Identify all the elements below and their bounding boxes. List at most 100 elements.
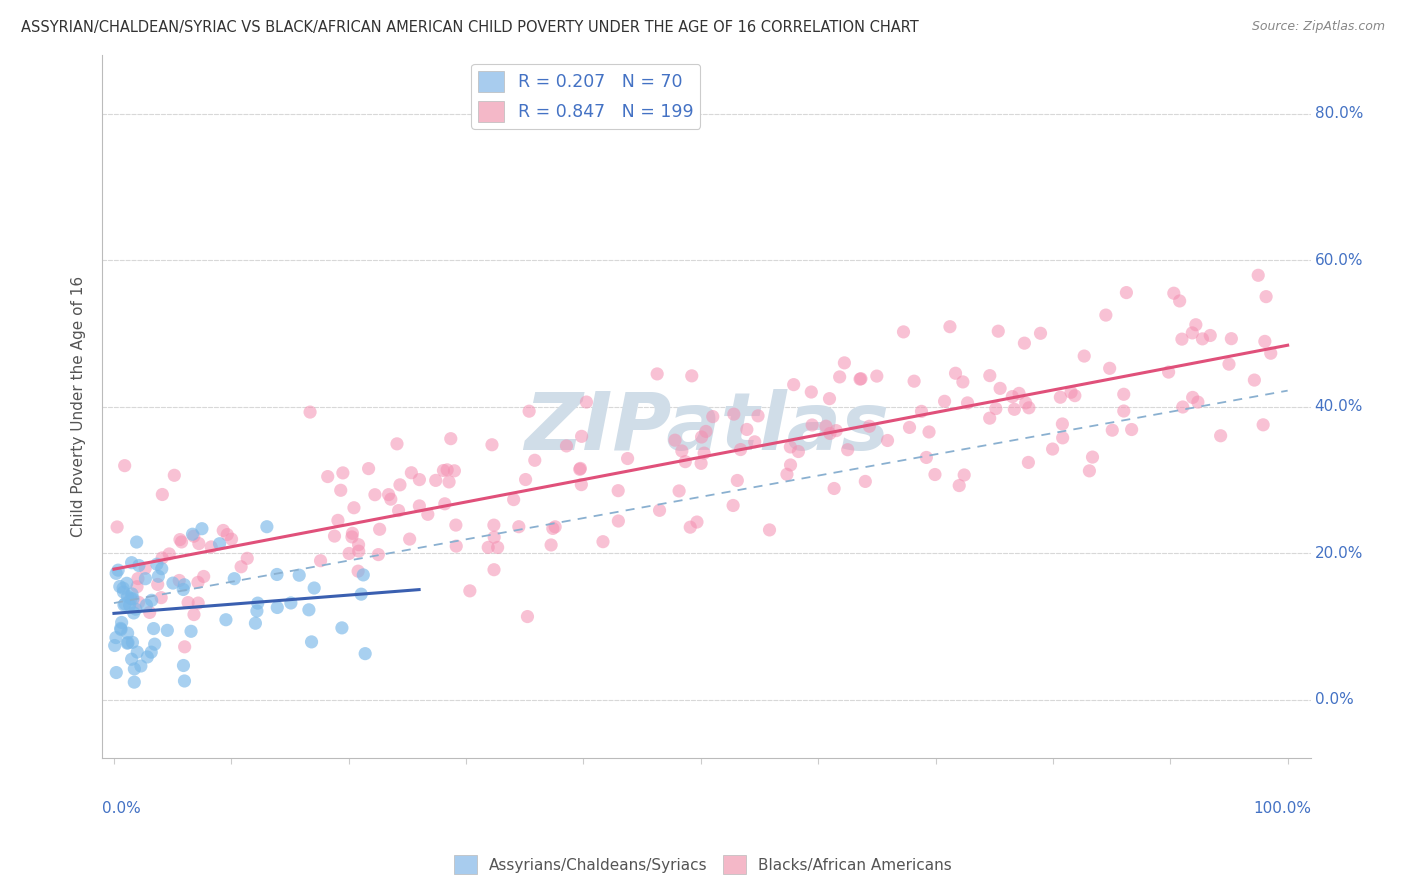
Point <box>444 539 467 553</box>
Point <box>141 645 163 659</box>
Point <box>127 645 149 659</box>
Point <box>150 562 173 576</box>
Point <box>112 581 135 595</box>
Point <box>212 524 235 538</box>
Point <box>690 430 713 444</box>
Point <box>866 369 889 384</box>
Point <box>266 567 288 582</box>
Point <box>138 606 160 620</box>
Point <box>162 576 184 591</box>
Point <box>681 368 703 383</box>
Point <box>502 492 524 507</box>
Text: 40.0%: 40.0% <box>1315 400 1362 414</box>
Point <box>122 591 145 606</box>
Point <box>1015 396 1038 410</box>
Point <box>540 538 562 552</box>
Point <box>1078 464 1101 478</box>
Point <box>112 598 135 612</box>
Point <box>723 407 745 421</box>
Point <box>1042 442 1064 456</box>
Point <box>876 434 898 448</box>
Point <box>114 458 136 473</box>
Point <box>266 600 288 615</box>
Legend: R = 0.207   N = 70, R = 0.847   N = 199: R = 0.207 N = 70, R = 0.847 N = 199 <box>471 64 700 128</box>
Point <box>939 319 962 334</box>
Point <box>1112 404 1135 418</box>
Point <box>120 591 142 606</box>
Point <box>1254 334 1277 349</box>
Point <box>143 637 166 651</box>
Point <box>302 581 325 595</box>
Point <box>988 381 1011 395</box>
Point <box>668 483 690 498</box>
Point <box>523 453 546 467</box>
Point <box>146 558 169 572</box>
Point <box>150 550 173 565</box>
Point <box>110 621 132 635</box>
Point <box>104 639 127 653</box>
Point <box>191 522 214 536</box>
Point <box>121 635 143 649</box>
Point <box>172 582 194 597</box>
Point <box>128 558 150 573</box>
Point <box>924 467 946 482</box>
Point <box>115 576 138 591</box>
Text: 0.0%: 0.0% <box>1315 692 1354 707</box>
Point <box>555 439 578 453</box>
Point <box>150 487 173 501</box>
Point <box>141 593 163 607</box>
Point <box>744 434 766 449</box>
Point <box>776 467 799 482</box>
Point <box>987 324 1010 338</box>
Point <box>1008 386 1031 401</box>
Point <box>148 569 170 583</box>
Point <box>134 572 156 586</box>
Point <box>1095 308 1118 322</box>
Text: 60.0%: 60.0% <box>1315 252 1364 268</box>
Point <box>1168 293 1191 308</box>
Point <box>721 499 744 513</box>
Point <box>440 432 463 446</box>
Point <box>575 395 598 409</box>
Point <box>330 621 353 635</box>
Point <box>193 569 215 583</box>
Point <box>347 564 370 578</box>
Point <box>1220 332 1243 346</box>
Point <box>695 425 717 439</box>
Text: Source: ZipAtlas.com: Source: ZipAtlas.com <box>1251 20 1385 33</box>
Point <box>1001 390 1024 404</box>
Point <box>690 456 713 470</box>
Point <box>433 497 456 511</box>
Point <box>110 623 132 637</box>
Point <box>437 475 460 489</box>
Point <box>849 372 872 386</box>
Point <box>1171 400 1194 414</box>
Point <box>118 599 141 613</box>
Text: 80.0%: 80.0% <box>1315 106 1362 121</box>
Point <box>347 544 370 558</box>
Point <box>236 551 259 566</box>
Point <box>1017 455 1039 469</box>
Point <box>122 606 145 620</box>
Point <box>508 519 530 533</box>
Point <box>128 595 150 609</box>
Point <box>979 368 1001 383</box>
Point <box>1260 346 1282 360</box>
Point <box>903 374 925 388</box>
Point <box>758 523 780 537</box>
Point <box>1115 285 1137 300</box>
Point <box>245 616 267 631</box>
Point <box>787 444 810 458</box>
Point <box>568 462 591 476</box>
Point <box>181 527 204 541</box>
Point <box>104 631 127 645</box>
Point <box>645 367 668 381</box>
Point <box>607 514 630 528</box>
Point <box>679 520 702 534</box>
Y-axis label: Child Poverty Under the Age of 16: Child Poverty Under the Age of 16 <box>72 277 86 537</box>
Point <box>173 578 195 592</box>
Point <box>779 440 801 454</box>
Point <box>408 499 430 513</box>
Point <box>332 466 354 480</box>
Point <box>170 535 193 549</box>
